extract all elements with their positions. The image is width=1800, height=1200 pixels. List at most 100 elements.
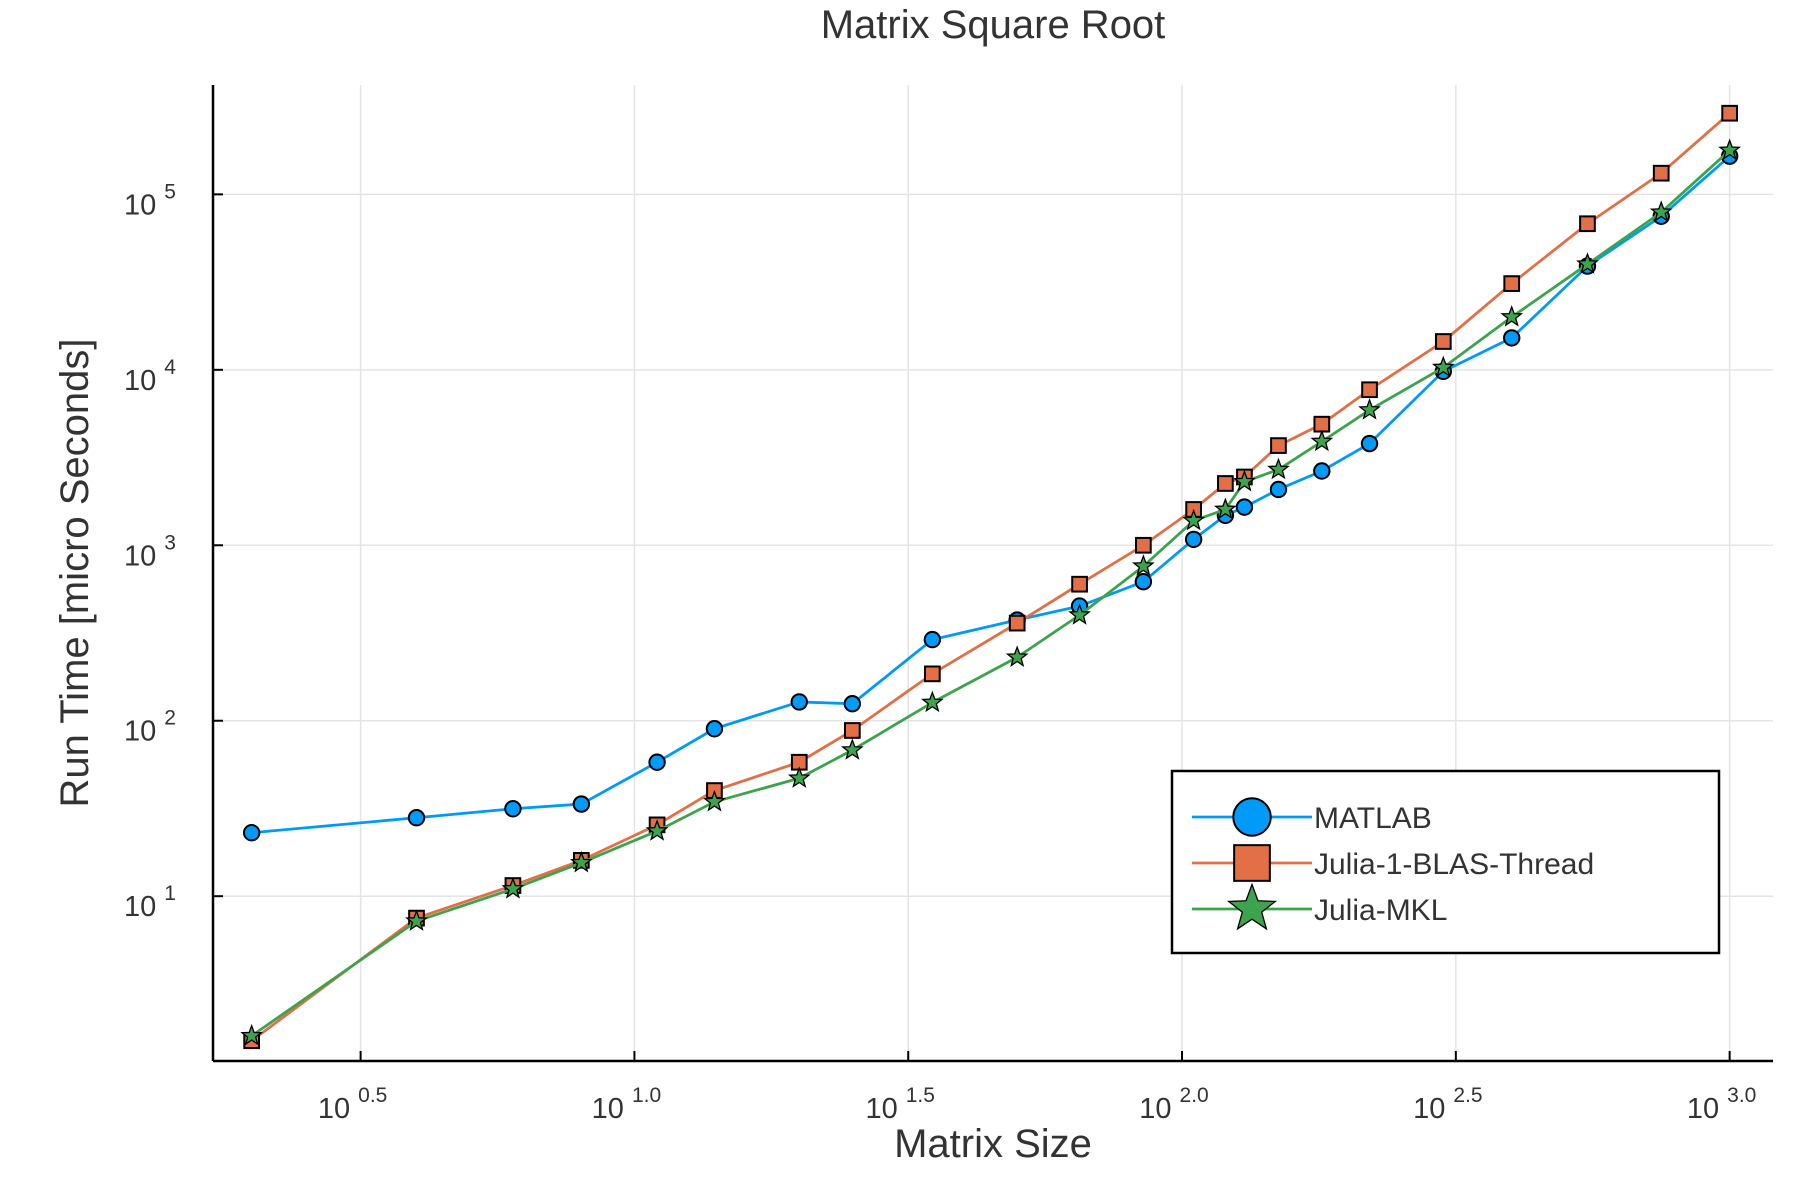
y-tick-exponent: 3 <box>164 531 176 554</box>
data-point <box>407 809 426 827</box>
data-point <box>1071 575 1088 593</box>
y-tick-label: 10 4 <box>124 356 176 397</box>
data-point <box>1135 536 1152 554</box>
data-point <box>501 876 525 899</box>
y-tick-base: 10 <box>124 189 156 221</box>
y-tick-label: 10 5 <box>124 180 176 221</box>
x-tick-label: 10 2.5 <box>1413 1084 1482 1125</box>
x-tick-label: 10 0.5 <box>318 1084 387 1125</box>
x-tick-label: 10 1.5 <box>865 1084 934 1125</box>
data-point <box>1008 614 1026 632</box>
data-point <box>1184 530 1203 549</box>
x-tick-label: 10 1.0 <box>592 1084 661 1125</box>
data-point <box>1718 138 1742 161</box>
data-point <box>569 850 593 873</box>
data-point <box>843 695 862 713</box>
data-point <box>504 800 522 818</box>
data-point <box>1233 469 1256 492</box>
data-point <box>1500 305 1524 327</box>
data-point <box>1431 355 1455 378</box>
x-tick-base: 10 <box>1413 1093 1445 1125</box>
data-point <box>790 693 808 711</box>
data-point <box>1434 333 1452 350</box>
axes <box>211 85 1773 1063</box>
data-point <box>1313 415 1331 433</box>
data-point <box>648 753 666 771</box>
y-tick-label: 10 2 <box>124 707 176 748</box>
data-point <box>1214 497 1237 520</box>
x-tick-exponent: 0.5 <box>358 1084 387 1107</box>
x-tick-base: 10 <box>1687 1093 1719 1125</box>
x-tick-exponent: 1.0 <box>632 1084 661 1107</box>
y-tick-base: 10 <box>124 891 156 923</box>
data-point <box>1134 572 1153 591</box>
y-axis-label: Run Time [micro Seconds] <box>53 338 97 807</box>
grid <box>213 85 1773 1061</box>
y-tick-exponent: 4 <box>164 356 176 379</box>
legend-marker <box>1232 797 1272 837</box>
data-point <box>1132 554 1155 576</box>
x-tick-base: 10 <box>592 1093 624 1125</box>
y-tick-exponent: 5 <box>164 180 176 203</box>
x-tick-base: 10 <box>1139 1093 1171 1125</box>
data-point <box>1270 437 1287 454</box>
data-point <box>920 690 944 713</box>
y-tick-base: 10 <box>124 365 156 397</box>
data-point <box>1579 215 1596 233</box>
data-point <box>572 795 591 813</box>
legend-label: MATLAB <box>1314 802 1432 835</box>
data-point <box>1358 398 1381 420</box>
data-point <box>843 722 861 739</box>
data-point <box>1503 329 1521 347</box>
x-axis-label: Matrix Size <box>894 1122 1092 1166</box>
data-point <box>1503 275 1521 292</box>
y-tick-label: 10 1 <box>124 882 176 923</box>
data-point <box>705 720 724 738</box>
y-ticks: 10 1 10 2 10 3 10 4 10 5 <box>124 180 223 923</box>
x-tick-base: 10 <box>865 1093 897 1125</box>
y-tick-base: 10 <box>124 540 156 572</box>
data-point <box>242 824 261 842</box>
series-julia-mkl <box>240 138 1742 1046</box>
x-tick-exponent: 3.0 <box>1727 1084 1756 1107</box>
legend-label: Julia-MKL <box>1314 894 1447 927</box>
series-julia-1-blas-thread <box>243 104 1738 1050</box>
x-tick-label: 10 2.0 <box>1139 1084 1208 1125</box>
data-point <box>1310 429 1334 452</box>
data-point <box>1182 508 1206 531</box>
x-tick-exponent: 2.0 <box>1180 1084 1209 1107</box>
legend-label: Julia-1-BLAS-Thread <box>1314 848 1594 881</box>
y-tick-base: 10 <box>124 716 156 748</box>
data-point <box>703 789 726 812</box>
data-point <box>1235 498 1254 516</box>
series-line <box>251 155 1731 835</box>
x-tick-label: 10 3.0 <box>1687 1084 1756 1125</box>
data-point <box>1068 603 1091 625</box>
data-point <box>1576 252 1599 274</box>
series-matlab <box>242 147 1739 842</box>
y-tick-label: 10 3 <box>124 531 176 572</box>
legend-marker <box>1226 882 1278 931</box>
x-ticks: 10 0.5 10 1.0 10 1.5 10 2.0 10 2.5 10 3.0 <box>318 1051 1756 1125</box>
chart-title: Matrix Square Root <box>821 3 1166 47</box>
data-point <box>840 738 864 760</box>
data-point <box>1005 645 1029 667</box>
y-tick-exponent: 1 <box>164 882 176 905</box>
x-tick-exponent: 1.5 <box>906 1084 935 1107</box>
data-point <box>787 766 811 788</box>
data-point <box>1652 164 1670 182</box>
data-point <box>1361 381 1378 399</box>
data-point <box>405 909 428 931</box>
data-point <box>1360 434 1379 453</box>
data-point <box>1267 457 1290 480</box>
data-point <box>1269 480 1288 499</box>
y-tick-exponent: 2 <box>164 707 176 730</box>
x-tick-base: 10 <box>318 1093 350 1125</box>
data-point <box>1313 462 1331 480</box>
data-point <box>1721 104 1738 122</box>
legend-marker <box>1233 844 1271 882</box>
data-point <box>645 819 669 841</box>
data-point <box>924 665 941 683</box>
data-point <box>240 1023 264 1046</box>
